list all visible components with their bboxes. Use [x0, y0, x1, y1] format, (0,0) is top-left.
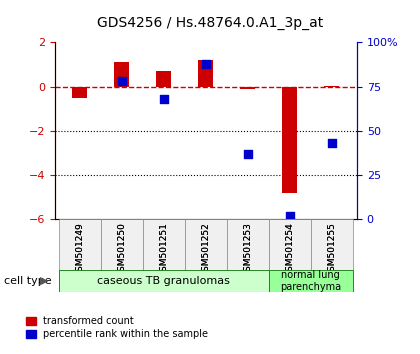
Bar	[199, 60, 213, 87]
Point	[244, 151, 251, 157]
Bar	[282, 87, 297, 193]
Text: GSM501252: GSM501252	[201, 222, 210, 277]
Point	[328, 141, 335, 146]
FancyBboxPatch shape	[59, 270, 269, 292]
FancyBboxPatch shape	[269, 270, 353, 292]
FancyBboxPatch shape	[185, 219, 227, 271]
Text: GSM501255: GSM501255	[327, 222, 336, 277]
Point	[160, 96, 167, 102]
Text: GSM501249: GSM501249	[75, 222, 84, 277]
Text: GSM501254: GSM501254	[285, 222, 294, 277]
Text: GSM501255: GSM501255	[327, 222, 336, 277]
Text: caseous TB granulomas: caseous TB granulomas	[97, 276, 230, 286]
Text: GSM501253: GSM501253	[243, 222, 252, 277]
Bar	[156, 71, 171, 87]
Text: ▶: ▶	[40, 276, 48, 286]
Point	[286, 213, 293, 219]
Text: GSM501252: GSM501252	[201, 222, 210, 277]
Text: normal lung
parenchyma: normal lung parenchyma	[280, 270, 341, 292]
FancyBboxPatch shape	[311, 219, 353, 271]
Point	[76, 224, 83, 230]
Bar	[240, 87, 255, 89]
Bar	[114, 62, 129, 87]
Point	[118, 79, 125, 84]
Point	[202, 61, 209, 67]
Text: GSM501250: GSM501250	[117, 222, 126, 277]
Text: GSM501251: GSM501251	[159, 222, 168, 277]
Text: GDS4256 / Hs.48764.0.A1_3p_at: GDS4256 / Hs.48764.0.A1_3p_at	[97, 16, 323, 30]
Text: GSM501251: GSM501251	[159, 222, 168, 277]
Text: GSM501254: GSM501254	[285, 222, 294, 277]
FancyBboxPatch shape	[59, 219, 101, 271]
Bar	[73, 87, 87, 98]
Legend: transformed count, percentile rank within the sample: transformed count, percentile rank withi…	[26, 316, 208, 339]
FancyBboxPatch shape	[143, 219, 185, 271]
Text: cell type: cell type	[4, 276, 52, 286]
Bar	[325, 86, 339, 87]
Text: GSM501249: GSM501249	[75, 222, 84, 277]
Text: GSM501253: GSM501253	[243, 222, 252, 277]
FancyBboxPatch shape	[227, 219, 269, 271]
Text: GSM501250: GSM501250	[117, 222, 126, 277]
FancyBboxPatch shape	[269, 219, 311, 271]
FancyBboxPatch shape	[101, 219, 143, 271]
